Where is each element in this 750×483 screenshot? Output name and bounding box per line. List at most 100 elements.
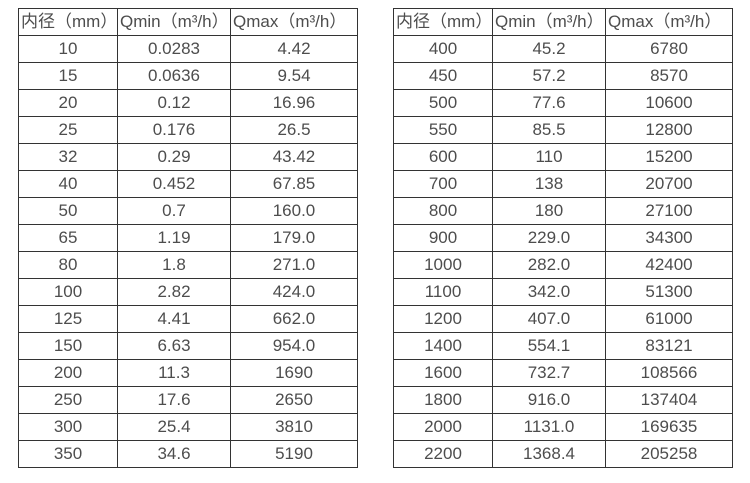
table-cell: 0.12	[117, 89, 231, 117]
table-row: 1100 342.0 51300	[393, 278, 733, 306]
table-cell: 662.0	[230, 305, 358, 333]
table-cell: 110	[492, 143, 606, 171]
table-cell: 51300	[605, 278, 733, 306]
table-row: 125 4.41 662.0	[18, 305, 358, 333]
table-cell: 271.0	[230, 251, 358, 279]
table-row: 150 6.63 954.0	[18, 332, 358, 360]
table-cell: 10600	[605, 89, 733, 117]
table-cell: 11.3	[117, 359, 231, 387]
table-cell: 1100	[393, 278, 493, 306]
table-row: 1600 732.7 108566	[393, 359, 733, 387]
table-cell: 342.0	[492, 278, 606, 306]
table-cell: 5190	[230, 440, 358, 468]
table-cell: 732.7	[492, 359, 606, 387]
table-row: 900 229.0 34300	[393, 224, 733, 252]
table-cell: 1000	[393, 251, 493, 279]
table-cell: 2650	[230, 386, 358, 414]
table-row: 550 85.5 12800	[393, 116, 733, 144]
table-cell: 1600	[393, 359, 493, 387]
table-row: 100 2.82 424.0	[18, 278, 358, 306]
table-cell: 26.5	[230, 116, 358, 144]
flow-table-large-diameters: 内径（mm） Qmin（m³/h） Qmax（m³/h） 400 45.2 6780 45…	[393, 8, 733, 468]
table-cell: 1800	[393, 386, 493, 414]
table-cell: 954.0	[230, 332, 358, 360]
column-header: 内径（mm）	[393, 8, 493, 36]
table-cell: 15200	[605, 143, 733, 171]
table-cell: 27100	[605, 197, 733, 225]
table-row: 65 1.19 179.0	[18, 224, 358, 252]
table-cell: 57.2	[492, 62, 606, 90]
table-row: 200 11.3 1690	[18, 359, 358, 387]
table-cell: 42400	[605, 251, 733, 279]
table-cell: 350	[18, 440, 118, 468]
table-cell: 8570	[605, 62, 733, 90]
table-cell: 0.452	[117, 170, 231, 198]
column-header: Qmin（m³/h）	[492, 8, 606, 36]
table-row: 32 0.29 43.42	[18, 143, 358, 171]
table-cell: 65	[18, 224, 118, 252]
table-row: 25 0.176 26.5	[18, 116, 358, 144]
table-cell: 400	[393, 35, 493, 63]
table-cell: 43.42	[230, 143, 358, 171]
table-cell: 205258	[605, 440, 733, 468]
table-row: 20 0.12 16.96	[18, 89, 358, 117]
table-cell: 34.6	[117, 440, 231, 468]
table-cell: 108566	[605, 359, 733, 387]
table-cell: 800	[393, 197, 493, 225]
table-row: 600 110 15200	[393, 143, 733, 171]
table-row: 500 77.6 10600	[393, 89, 733, 117]
table-cell: 100	[18, 278, 118, 306]
table-row: 10 0.0283 4.42	[18, 35, 358, 63]
table-row: 250 17.6 2650	[18, 386, 358, 414]
table-row: 1200 407.0 61000	[393, 305, 733, 333]
table-cell: 0.29	[117, 143, 231, 171]
table-cell: 300	[18, 413, 118, 441]
table-cell: 0.0283	[117, 35, 231, 63]
table-cell: 138	[492, 170, 606, 198]
table-cell: 0.0636	[117, 62, 231, 90]
table-cell: 169635	[605, 413, 733, 441]
table-row: 15 0.0636 9.54	[18, 62, 358, 90]
table-cell: 250	[18, 386, 118, 414]
table-cell: 32	[18, 143, 118, 171]
table-cell: 1131.0	[492, 413, 606, 441]
table-cell: 10	[18, 35, 118, 63]
table-cell: 85.5	[492, 116, 606, 144]
table-cell: 25.4	[117, 413, 231, 441]
table-row: 2200 1368.4 205258	[393, 440, 733, 468]
table-row: 1400 554.1 83121	[393, 332, 733, 360]
header-row: 内径（mm） Qmin（m³/h） Qmax（m³/h）	[18, 8, 358, 36]
table-cell: 15	[18, 62, 118, 90]
table-cell: 20700	[605, 170, 733, 198]
table-cell: 1200	[393, 305, 493, 333]
table-row: 50 0.7 160.0	[18, 197, 358, 225]
table-cell: 150	[18, 332, 118, 360]
table-cell: 80	[18, 251, 118, 279]
table-row: 300 25.4 3810	[18, 413, 358, 441]
table-cell: 0.7	[117, 197, 231, 225]
table-cell: 1368.4	[492, 440, 606, 468]
table-row: 450 57.2 8570	[393, 62, 733, 90]
table-cell: 229.0	[492, 224, 606, 252]
table-cell: 1.8	[117, 251, 231, 279]
table-cell: 12800	[605, 116, 733, 144]
table-cell: 916.0	[492, 386, 606, 414]
table-cell: 61000	[605, 305, 733, 333]
table-cell: 40	[18, 170, 118, 198]
table-cell: 25	[18, 116, 118, 144]
table-cell: 700	[393, 170, 493, 198]
column-header: 内径（mm）	[18, 8, 118, 36]
table-cell: 67.85	[230, 170, 358, 198]
table-row: 800 180 27100	[393, 197, 733, 225]
table-cell: 282.0	[492, 251, 606, 279]
table-cell: 1.19	[117, 224, 231, 252]
table-cell: 1400	[393, 332, 493, 360]
table-cell: 179.0	[230, 224, 358, 252]
table-row: 1000 282.0 42400	[393, 251, 733, 279]
table-cell: 45.2	[492, 35, 606, 63]
table-cell: 180	[492, 197, 606, 225]
table-cell: 6780	[605, 35, 733, 63]
table-cell: 2200	[393, 440, 493, 468]
column-header: Qmin（m³/h）	[117, 8, 231, 36]
